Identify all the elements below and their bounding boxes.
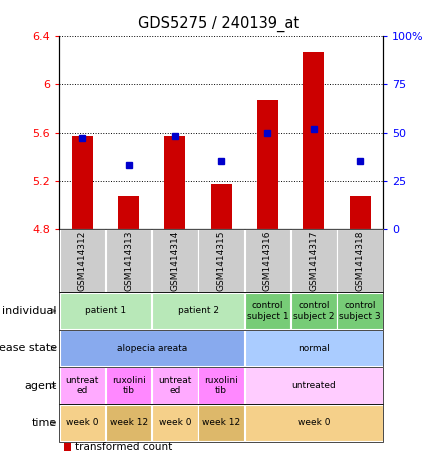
Text: GSM1414318: GSM1414318 bbox=[356, 230, 364, 291]
Bar bbox=[164, 136, 185, 229]
Text: ruxolini
tib: ruxolini tib bbox=[112, 376, 145, 395]
Text: patient 2: patient 2 bbox=[177, 306, 219, 315]
Text: alopecia areata: alopecia areata bbox=[117, 344, 187, 353]
Text: control
subject 2: control subject 2 bbox=[293, 301, 335, 321]
Text: week 12: week 12 bbox=[110, 419, 148, 428]
Text: ruxolini
tib: ruxolini tib bbox=[204, 376, 238, 395]
Text: GDS5275 / 240139_at: GDS5275 / 240139_at bbox=[138, 16, 300, 32]
Text: GSM1414312: GSM1414312 bbox=[78, 230, 87, 291]
Text: GSM1414315: GSM1414315 bbox=[217, 230, 226, 291]
Text: GSM1414314: GSM1414314 bbox=[170, 230, 180, 291]
Text: individual: individual bbox=[3, 306, 57, 316]
Text: patient 1: patient 1 bbox=[85, 306, 126, 315]
Text: untreat
ed: untreat ed bbox=[66, 376, 99, 395]
Text: week 12: week 12 bbox=[202, 419, 240, 428]
Text: disease state: disease state bbox=[0, 343, 57, 353]
Bar bbox=[72, 136, 93, 229]
Bar bbox=[257, 100, 278, 229]
Text: GSM1414316: GSM1414316 bbox=[263, 230, 272, 291]
Bar bbox=[350, 196, 371, 229]
Text: week 0: week 0 bbox=[297, 419, 330, 428]
Text: transformed count: transformed count bbox=[75, 442, 172, 452]
Text: control
subject 1: control subject 1 bbox=[247, 301, 288, 321]
Text: agent: agent bbox=[25, 381, 57, 390]
Text: control
subject 3: control subject 3 bbox=[339, 301, 381, 321]
Bar bbox=[118, 196, 139, 229]
Text: normal: normal bbox=[298, 344, 330, 353]
Text: week 0: week 0 bbox=[159, 419, 191, 428]
Bar bbox=[304, 52, 324, 229]
Text: GSM1414313: GSM1414313 bbox=[124, 230, 133, 291]
Bar bbox=[211, 184, 232, 229]
Text: week 0: week 0 bbox=[66, 419, 99, 428]
Text: time: time bbox=[32, 418, 57, 428]
Text: untreat
ed: untreat ed bbox=[158, 376, 191, 395]
Text: GSM1414317: GSM1414317 bbox=[309, 230, 318, 291]
Text: untreated: untreated bbox=[291, 381, 336, 390]
